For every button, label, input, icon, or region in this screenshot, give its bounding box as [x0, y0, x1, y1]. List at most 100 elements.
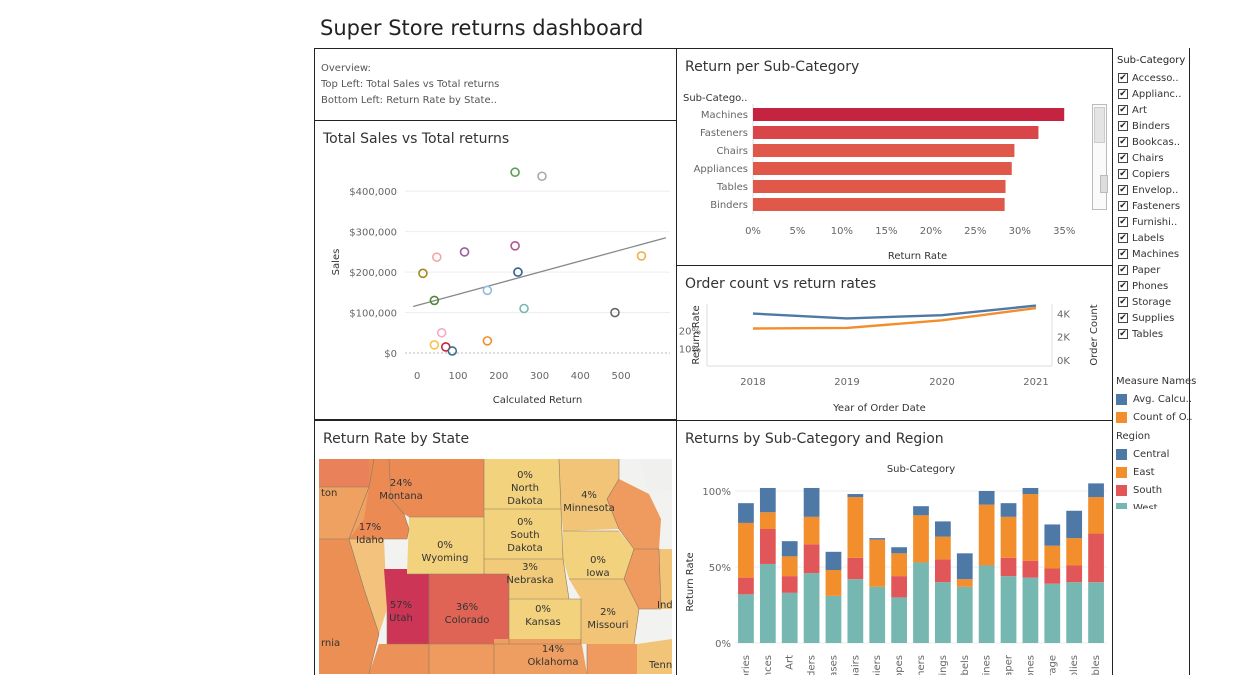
stacked-bar-segment[interactable]	[935, 521, 951, 537]
checkbox-checked-icon[interactable]: ✔	[1118, 137, 1128, 147]
stacked-bar-segment[interactable]	[1088, 533, 1104, 583]
stacked-bar-segment[interactable]	[891, 553, 907, 577]
stacked-bar-segment[interactable]	[1088, 582, 1104, 643]
region-legend-item[interactable]: Central	[1116, 445, 1169, 463]
stacked-bar-segment[interactable]	[738, 594, 754, 643]
order-line-chart[interactable]: 2018 2019 2020 2021 Year of Order Date 10% 20%…	[677, 266, 1112, 420]
return-bar-chart[interactable]: Sub-Catego.. Machines Fasteners Chairs Appli…	[677, 49, 1112, 265]
filter-option[interactable]: ✔ Fasteners	[1118, 198, 1180, 214]
stacked-bar-segment[interactable]	[825, 551, 842, 571]
stacked-bar-segment[interactable]	[956, 579, 973, 587]
scatter-point[interactable]	[429, 295, 440, 306]
stacked-bar-segment[interactable]	[759, 512, 776, 529]
stacked-bar-segment[interactable]	[1088, 483, 1104, 498]
checkbox-checked-icon[interactable]: ✔	[1118, 249, 1128, 259]
stacked-bar-segment[interactable]	[738, 577, 754, 595]
filter-option[interactable]: ✔ Accesso..	[1118, 70, 1179, 86]
stacked-bar-segment[interactable]	[935, 559, 951, 583]
stacked-bar-segment[interactable]	[978, 504, 995, 566]
stacked-bar-segment[interactable]	[935, 536, 951, 560]
stacked-bar-segment[interactable]	[803, 573, 820, 643]
stacked-bar-segment[interactable]	[781, 592, 798, 643]
filter-option[interactable]: ✔ Supplies	[1118, 310, 1174, 326]
scatter-point[interactable]	[429, 340, 440, 350]
scatter-pane[interactable]: Total Sales vs Total returns $0 $100,000 $…	[314, 120, 677, 420]
scatter-point[interactable]	[510, 241, 520, 251]
stacked-bar-segment[interactable]	[847, 557, 864, 580]
checkbox-checked-icon[interactable]: ✔	[1118, 73, 1128, 83]
scatter-point[interactable]	[432, 252, 442, 262]
stacked-bar-segment[interactable]	[803, 487, 820, 517]
bar-mark[interactable]	[753, 162, 1012, 175]
stacked-bar-segment[interactable]	[1022, 494, 1039, 561]
stacked-bar-segment[interactable]	[956, 586, 973, 643]
stacked-bar-segment[interactable]	[781, 541, 798, 557]
checkbox-checked-icon[interactable]: ✔	[1118, 169, 1128, 179]
stacked-bar-segment[interactable]	[891, 576, 907, 598]
stacked-bar-segment[interactable]	[847, 497, 864, 558]
line-series[interactable]	[752, 306, 1037, 330]
stacked-bar-segment[interactable]	[847, 494, 864, 498]
bar-mark[interactable]	[753, 198, 1005, 211]
filter-option[interactable]: ✔ Binders	[1118, 118, 1170, 134]
bar-mark[interactable]	[753, 126, 1039, 139]
checkbox-checked-icon[interactable]: ✔	[1118, 313, 1128, 323]
checkbox-checked-icon[interactable]: ✔	[1118, 121, 1128, 131]
checkbox-checked-icon[interactable]: ✔	[1118, 89, 1128, 99]
stacked-bar-segment[interactable]	[847, 579, 864, 643]
state-map[interactable]	[319, 459, 672, 674]
stacked-bar-segment[interactable]	[869, 538, 886, 540]
stacked-bar-segment[interactable]	[1044, 524, 1061, 546]
filter-option[interactable]: ✔ Phones	[1118, 278, 1168, 294]
filter-option[interactable]: ✔ Bookcas..	[1118, 134, 1180, 150]
line-series[interactable]	[752, 304, 1037, 320]
stacked-bar-segment[interactable]	[869, 539, 886, 587]
stacked-bar-segment[interactable]	[759, 563, 776, 643]
filter-option[interactable]: ✔ Art	[1118, 102, 1147, 118]
region-legend-item[interactable]: West	[1116, 499, 1169, 509]
stacked-bar-segment[interactable]	[1044, 583, 1061, 643]
stacked-bar-segment[interactable]	[738, 522, 754, 578]
bar-mark[interactable]	[753, 144, 1015, 157]
scatter-point[interactable]	[610, 307, 620, 318]
stacked-bar-segment[interactable]	[825, 570, 842, 596]
filter-option[interactable]: ✔ Chairs	[1118, 150, 1164, 166]
stacked-bar-segment[interactable]	[956, 553, 973, 580]
stacked-bar-segment[interactable]	[978, 565, 995, 643]
stacked-bar-segment[interactable]	[1022, 577, 1039, 643]
stacked-bar-segment[interactable]	[913, 562, 929, 643]
filter-option[interactable]: ✔ Labels	[1118, 230, 1164, 246]
measure-legend-item[interactable]: Avg. Calcu..	[1116, 390, 1196, 408]
scatter-point[interactable]	[513, 267, 523, 277]
filter-option[interactable]: ✔ Tables	[1118, 326, 1163, 342]
filter-option[interactable]: ✔ Copiers	[1118, 166, 1170, 182]
stacked-bar-segment[interactable]	[913, 506, 929, 516]
scatter-chart[interactable]: $0 $100,000 $200,000 $300,000 $400,000 0 100 20…	[315, 121, 676, 419]
stacked-bar-segment[interactable]	[781, 576, 798, 593]
scatter-point[interactable]	[519, 303, 529, 314]
scatter-point[interactable]	[459, 247, 470, 257]
map-pane[interactable]: Return Rate by State	[314, 420, 677, 675]
stacked-bar-segment[interactable]	[891, 547, 907, 554]
stacked-bar-segment[interactable]	[1044, 545, 1061, 569]
stacked-bar-segment[interactable]	[1066, 565, 1083, 583]
stacked-bar-segment[interactable]	[1066, 538, 1083, 566]
measure-legend-item[interactable]: Count of O..	[1116, 408, 1196, 426]
region-legend-item[interactable]: East	[1116, 463, 1169, 481]
filter-option[interactable]: ✔ Furnishi..	[1118, 214, 1177, 230]
bar-mark[interactable]	[753, 180, 1006, 193]
scatter-point[interactable]	[447, 346, 458, 356]
stacked-bar-segment[interactable]	[1044, 568, 1061, 584]
scatter-point[interactable]	[537, 171, 547, 182]
bar-mark[interactable]	[753, 108, 1065, 121]
stacked-bar-segment[interactable]	[913, 515, 929, 563]
stacked-bar-segment[interactable]	[869, 586, 886, 643]
stacked-bar-segment[interactable]	[1088, 497, 1104, 534]
stacked-pane[interactable]: Returns by Sub-Category and Region Sub-C…	[676, 420, 1113, 675]
scrollbar[interactable]	[1092, 104, 1108, 210]
stacked-bar-segment[interactable]	[1000, 576, 1017, 643]
stacked-bar-segment[interactable]	[738, 503, 754, 523]
filter-option[interactable]: ✔ Storage	[1118, 294, 1171, 310]
checkbox-checked-icon[interactable]: ✔	[1118, 265, 1128, 275]
checkbox-checked-icon[interactable]: ✔	[1118, 105, 1128, 115]
